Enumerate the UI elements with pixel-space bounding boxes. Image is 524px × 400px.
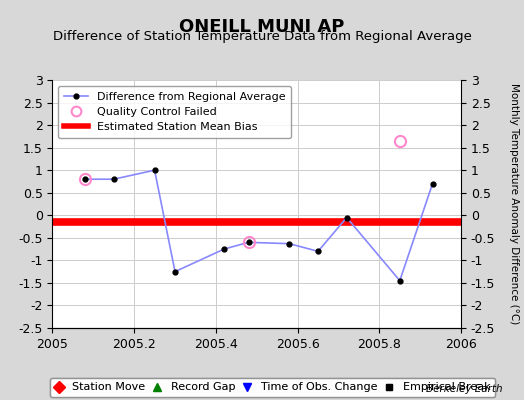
Text: ONEILL MUNI AP: ONEILL MUNI AP <box>179 18 345 36</box>
Y-axis label: Monthly Temperature Anomaly Difference (°C): Monthly Temperature Anomaly Difference (… <box>509 83 519 325</box>
Text: Difference of Station Temperature Data from Regional Average: Difference of Station Temperature Data f… <box>52 30 472 43</box>
Text: Berkeley Earth: Berkeley Earth <box>427 384 503 394</box>
Legend: Station Move, Record Gap, Time of Obs. Change, Empirical Break: Station Move, Record Gap, Time of Obs. C… <box>50 378 495 397</box>
